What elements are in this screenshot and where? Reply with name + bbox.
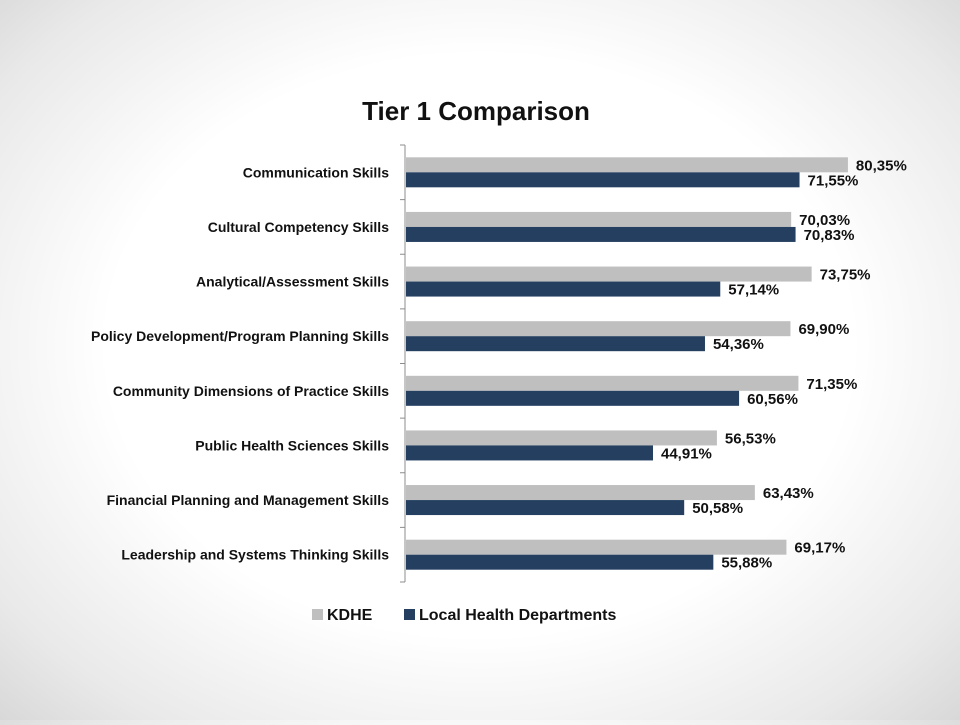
bar-kdhe — [406, 539, 787, 555]
data-label: 70,83% — [804, 227, 855, 244]
bar-local-health-departments — [406, 500, 685, 516]
data-label: 56,53% — [725, 430, 776, 447]
bar-local-health-departments — [406, 281, 721, 297]
data-label: 50,58% — [692, 500, 743, 517]
category-label: Public Health Sciences Skills — [195, 437, 389, 453]
data-label: 54,36% — [713, 336, 764, 353]
category-label: Financial Planning and Management Skills — [107, 492, 390, 508]
bar-kdhe — [406, 375, 799, 391]
data-label: 80,35% — [856, 157, 907, 174]
bar-kdhe — [406, 211, 792, 227]
category-label: Communication Skills — [243, 164, 389, 180]
bars — [406, 157, 848, 570]
legend-label: KDHE — [327, 607, 373, 624]
data-label: 70,03% — [799, 212, 850, 229]
legend: KDHE Local Health Departments — [312, 607, 616, 624]
category-label: Community Dimensions of Practice Skills — [113, 383, 389, 399]
data-label: 60,56% — [747, 391, 798, 408]
data-label: 69,17% — [794, 540, 845, 557]
bar-local-health-departments — [406, 390, 740, 406]
legend-label: Local Health Departments — [419, 607, 616, 624]
bar-kdhe — [406, 157, 848, 173]
bar-local-health-departments — [406, 172, 800, 188]
bar-kdhe — [406, 266, 812, 282]
legend-swatch-local-health-departments — [404, 609, 415, 620]
labels: 80,35%71,55% 70,03%70,83% 73,75% 57,14% 69,9… — [661, 157, 907, 571]
data-label: 55,88% — [721, 555, 772, 572]
data-label: 69,90% — [798, 321, 849, 338]
bar-local-health-departments — [406, 336, 705, 352]
bar-local-health-departments — [406, 554, 714, 570]
bar-kdhe — [406, 430, 717, 446]
data-label: 71,35% — [806, 376, 857, 393]
bar-local-health-departments — [406, 226, 796, 242]
legend-swatch-kdhe — [312, 609, 323, 620]
data-label: 71,55% — [808, 172, 859, 189]
bar-local-health-departments — [406, 445, 654, 461]
data-label: 44,91% — [661, 445, 712, 462]
data-label: 57,14% — [728, 282, 779, 299]
chart-title: Tier 1 Comparison — [362, 96, 590, 126]
data-label: 73,75% — [820, 267, 871, 284]
data-label: 63,43% — [763, 485, 814, 502]
category-label: Analytical/Assessment Skills — [196, 274, 389, 290]
bar-kdhe — [406, 321, 791, 337]
category-label: Policy Development/Program Planning Skil… — [91, 328, 389, 344]
category-label: Cultural Competency Skills — [208, 219, 389, 235]
category-axis: Communication Skills Cultural Competency … — [91, 144, 406, 583]
category-label: Leadership and Systems Thinking Skills — [121, 547, 389, 563]
bar-kdhe — [406, 485, 755, 501]
